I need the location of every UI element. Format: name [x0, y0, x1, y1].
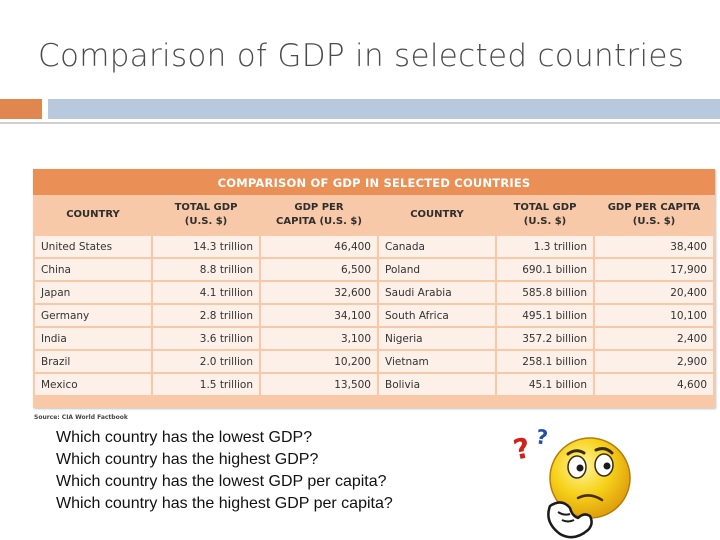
country-cell: Bolivia	[379, 374, 495, 395]
value-cell: 2.0 trillion	[153, 351, 259, 372]
country-cell: Canada	[379, 236, 495, 257]
question-item: Which country has the highest GDP per ca…	[56, 495, 393, 512]
table-row: Mexico 1.5 trillion 13,500 Bolivia 45.1 bill…	[35, 374, 713, 395]
value-cell: 1.3 trillion	[497, 236, 593, 257]
value-cell: 4,600	[595, 374, 713, 395]
table-header-row: COUNTRY TOTAL GDP (U.S. $) GDP PER CAPITA (U…	[35, 196, 713, 234]
country-cell: China	[35, 259, 151, 280]
value-cell: 46,400	[261, 236, 377, 257]
value-cell: 14.3 trillion	[153, 236, 259, 257]
questions-list: Which country has the lowest GDP? Which …	[56, 427, 393, 515]
table-row: India 3.6 trillion 3,100 Nigeria 357.2 billi…	[35, 328, 713, 349]
country-cell: Brazil	[35, 351, 151, 372]
column-header-line: COUNTRY	[410, 209, 464, 220]
country-cell: Japan	[35, 282, 151, 303]
country-cell: Nigeria	[379, 328, 495, 349]
value-cell: 2.8 trillion	[153, 305, 259, 326]
table-title: COMPARISON OF GDP IN SELECTED COUNTRIES	[33, 169, 715, 195]
country-cell: Poland	[379, 259, 495, 280]
slide-title: Comparison of GDP in selected countries	[38, 38, 685, 74]
country-cell: Saudi Arabia	[379, 282, 495, 303]
value-cell: 32,600	[261, 282, 377, 303]
column-header-line: COUNTRY	[66, 209, 120, 220]
table-row: United States 14.3 trillion 46,400 Canada 1.…	[35, 236, 713, 257]
column-header-line: (U.S. $)	[523, 216, 567, 227]
value-cell: 17,900	[595, 259, 713, 280]
accent-divider	[0, 122, 720, 124]
value-cell: 38,400	[595, 236, 713, 257]
value-cell: 8.8 trillion	[153, 259, 259, 280]
value-cell: 495.1 billion	[497, 305, 593, 326]
column-header-line: TOTAL GDP	[174, 202, 238, 213]
column-header-line: TOTAL GDP	[513, 202, 577, 213]
value-cell: 10,100	[595, 305, 713, 326]
gdp-table: COUNTRY TOTAL GDP (U.S. $) GDP PER CAPITA (U…	[33, 194, 715, 397]
country-cell: Vietnam	[379, 351, 495, 372]
table-row: China 8.8 trillion 6,500 Poland 690.1 billio…	[35, 259, 713, 280]
gdp-table-figure: COMPARISON OF GDP IN SELECTED COUNTRIES …	[33, 169, 715, 408]
value-cell: 357.2 billion	[497, 328, 593, 349]
question-item: Which country has the highest GDP?	[56, 451, 319, 468]
value-cell: 585.8 billion	[497, 282, 593, 303]
question-item: Which country has the lowest GDP?	[56, 429, 313, 446]
value-cell: 3.6 trillion	[153, 328, 259, 349]
value-cell: 258.1 billion	[497, 351, 593, 372]
country-cell: United States	[35, 236, 151, 257]
thinking-face-icon: ? ?	[510, 424, 631, 539]
value-cell: 4.1 trillion	[153, 282, 259, 303]
value-cell: 34,100	[261, 305, 377, 326]
source-note: Source: CIA World Factbook	[34, 414, 128, 421]
country-cell: India	[35, 328, 151, 349]
value-cell: 10,200	[261, 351, 377, 372]
value-cell: 6,500	[261, 259, 377, 280]
value-cell: 690.1 billion	[497, 259, 593, 280]
column-header: TOTAL GDP (U.S. $)	[497, 196, 593, 234]
column-header: COUNTRY	[379, 196, 495, 234]
column-header-line: GDP PER CAPITA	[607, 202, 701, 213]
accent-bar-orange	[0, 99, 42, 119]
column-header: TOTAL GDP (U.S. $)	[153, 196, 259, 234]
value-cell: 20,400	[595, 282, 713, 303]
column-header-line: (U.S. $)	[632, 216, 676, 227]
question-item: Which country has the lowest GDP per cap…	[56, 473, 387, 490]
table-row: Germany 2.8 trillion 34,100 South Africa 495…	[35, 305, 713, 326]
value-cell: 1.5 trillion	[153, 374, 259, 395]
column-header-line: GDP PER	[294, 202, 344, 213]
column-header: GDP PER CAPITA (U.S. $)	[261, 196, 377, 234]
svg-text:?: ?	[535, 424, 550, 449]
country-cell: South Africa	[379, 305, 495, 326]
value-cell: 45.1 billion	[497, 374, 593, 395]
value-cell: 2,400	[595, 328, 713, 349]
country-cell: Mexico	[35, 374, 151, 395]
country-cell: Germany	[35, 305, 151, 326]
value-cell: 3,100	[261, 328, 377, 349]
svg-text:?: ?	[510, 431, 533, 467]
value-cell: 13,500	[261, 374, 377, 395]
column-header: COUNTRY	[35, 196, 151, 234]
table-row: Brazil 2.0 trillion 10,200 Vietnam 258.1 bil…	[35, 351, 713, 372]
column-header-line: (U.S. $)	[184, 216, 228, 227]
accent-bar-blue	[48, 99, 720, 119]
column-header-line: CAPITA (U.S. $)	[276, 216, 362, 227]
table-row: Japan 4.1 trillion 32,600 Saudi Arabia 585.8…	[35, 282, 713, 303]
value-cell: 2,900	[595, 351, 713, 372]
column-header: GDP PER CAPITA (U.S. $)	[595, 196, 713, 234]
